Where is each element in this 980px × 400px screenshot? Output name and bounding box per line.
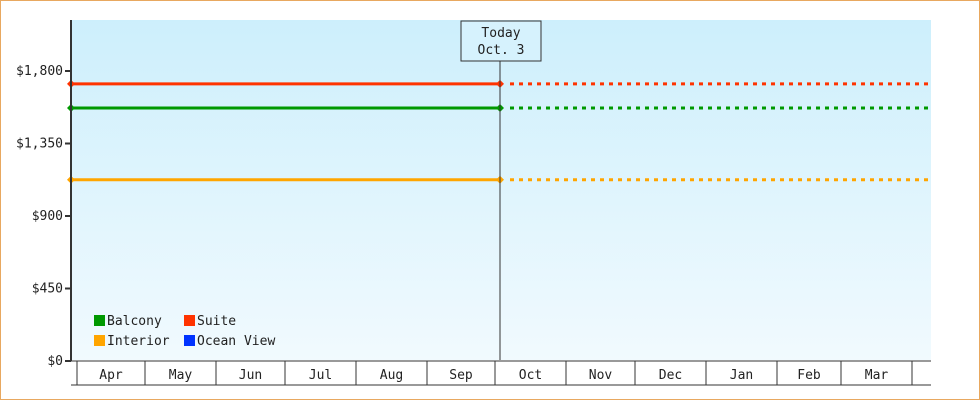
legend-label: Interior [107,334,170,349]
legend-swatch [184,335,195,346]
y-tick-label: $1,800 [16,64,63,79]
x-tick-label: Jun [239,368,262,383]
x-tick-label: Sep [449,368,473,383]
x-tick-label: Mar [865,368,889,383]
y-tick-label: $1,350 [16,137,63,152]
legend-swatch [94,335,105,346]
x-tick-label: Jan [730,368,753,383]
y-tick-label: $450 [32,282,63,297]
x-tick-label: Apr [99,368,123,383]
x-tick-label: Nov [589,368,613,383]
today-label: Today [481,26,520,41]
legend-label: Balcony [107,314,162,329]
legend: Balcony Interior Suite Ocean View [94,314,275,349]
legend-label: Suite [197,314,236,329]
x-tick-label: Oct [519,368,542,383]
legend-label: Ocean View [197,334,275,349]
x-tick-label: May [169,368,193,383]
x-tick-label: Dec [659,368,682,383]
x-tick-label: Feb [797,368,821,383]
today-date: Oct. 3 [478,43,525,58]
plot-area [71,20,931,360]
y-tick-label: $0 [47,354,63,369]
legend-swatch [94,315,105,326]
x-tick-label: Jul [309,368,332,383]
x-tick-label: Aug [380,368,403,383]
legend-swatch [184,315,195,326]
y-tick-label: $900 [32,209,63,224]
today-marker: Today Oct. 3 [460,20,542,360]
